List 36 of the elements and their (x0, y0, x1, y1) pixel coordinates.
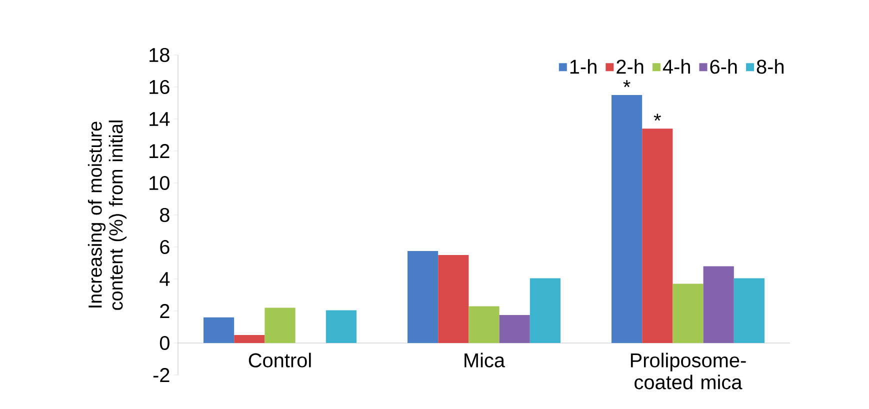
y-tick-label: 6 (160, 240, 170, 254)
y-tick-label: 0 (160, 336, 170, 350)
bar (499, 315, 530, 343)
bar (326, 310, 357, 343)
bar (672, 284, 704, 343)
bar (264, 308, 296, 343)
x-tick-label: Proliposome-coated mica (630, 352, 746, 390)
y-tick-label: 4 (160, 272, 170, 286)
bar (468, 306, 500, 343)
bar (734, 278, 765, 343)
legend-label: 4-h (662, 59, 690, 74)
bar (438, 255, 469, 343)
y-tick-label: 18 (150, 48, 170, 62)
bar (642, 128, 673, 343)
y-tick-label: 12 (150, 144, 170, 158)
annotation: * (654, 114, 661, 121)
y-tick-label: 10 (150, 176, 170, 190)
y-tick-label: 14 (150, 112, 170, 126)
bar (703, 266, 734, 343)
legend-label: 8-h (756, 59, 784, 74)
legend-label: 1-h (570, 59, 596, 74)
y-tick-label: -2 (153, 368, 170, 382)
bar (234, 335, 265, 343)
bar (612, 95, 642, 343)
y-tick-label: 2 (160, 304, 170, 318)
x-tick-label: Mica (464, 352, 506, 368)
legend-label: 2-h (616, 59, 644, 74)
annotation: * (623, 80, 630, 88)
y-tick-label: 16 (150, 80, 170, 94)
bar (408, 251, 438, 343)
x-tick-label: Control (248, 352, 311, 368)
legend-label: 6-h (710, 59, 737, 74)
y-tick-label: 8 (160, 208, 170, 222)
y-axis-title: Increasing of moisture content (%) from initial (88, 120, 126, 310)
bar (204, 317, 234, 343)
bar (530, 278, 561, 343)
